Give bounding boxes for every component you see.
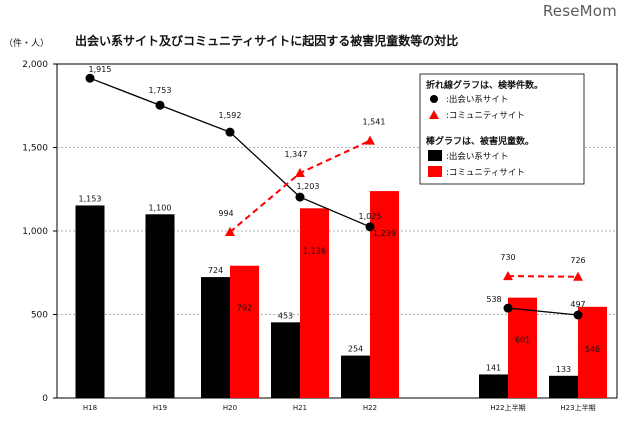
point-deai-value-label: 538 (486, 295, 501, 304)
y-tick-label: 500 (31, 311, 48, 321)
legend-triangle-icon (429, 110, 439, 119)
bar-deai-value-label: 1,100 (149, 203, 172, 212)
x-tick-label: H22 (363, 404, 377, 412)
bar-deai (479, 374, 508, 398)
line-deai-segment (507, 307, 579, 316)
line-community-segment (507, 275, 579, 278)
legend-square-icon (428, 150, 442, 161)
bar-deai (549, 375, 578, 398)
point-community-marker (573, 271, 583, 281)
point-community-value-label: 994 (218, 209, 233, 218)
point-deai-value-label: 1,753 (149, 86, 172, 95)
point-community-marker (225, 227, 235, 237)
point-deai-value-label: 1,592 (219, 111, 242, 120)
bar-community (300, 208, 329, 398)
bar-community (508, 297, 537, 398)
bar-deai-value-label: 254 (348, 345, 363, 354)
y-tick-label: 0 (42, 394, 48, 404)
bar-community (578, 306, 607, 398)
bar-deai (201, 277, 230, 398)
bar-community (230, 265, 259, 398)
x-tick-label: H22上半期 (490, 403, 525, 412)
bar-deai (75, 205, 105, 398)
bar-community-value-label: 546 (585, 345, 600, 354)
point-deai-marker (295, 192, 305, 202)
point-deai-marker (225, 127, 235, 137)
point-community-value-label: 1,347 (285, 150, 308, 159)
x-tick-label: H18 (83, 404, 97, 412)
y-axis-unit-label: （件・人） (4, 39, 50, 49)
bar-deai (145, 214, 175, 398)
point-community-value-label: 726 (570, 256, 585, 265)
point-community-marker (503, 271, 513, 281)
point-deai-value-label: 1,203 (297, 182, 320, 191)
point-deai-marker (85, 73, 95, 83)
y-tick-label: 2,000 (22, 60, 48, 70)
line-deai-segment (89, 77, 371, 228)
x-tick-label: H19 (153, 404, 167, 412)
bar-community-value-label: 601 (515, 336, 530, 345)
legend-bar-item-label: :コミュニティサイト (446, 168, 525, 178)
point-deai-marker (573, 310, 583, 320)
legend-box (419, 73, 585, 185)
bar-deai (341, 355, 370, 398)
point-deai-marker (503, 303, 513, 313)
bar-community-value-label: 1,239 (373, 229, 396, 238)
y-tick-label: 1,500 (22, 144, 48, 154)
bar-deai-value-label: 724 (208, 266, 223, 275)
point-community-marker (365, 135, 375, 145)
bar-deai-value-label: 141 (486, 363, 501, 372)
point-deai-marker (365, 222, 375, 232)
point-community-marker (295, 168, 305, 178)
legend-line-title: 折れ線グラフは、検挙件数。 (426, 79, 543, 91)
y-tick-label: 1,000 (22, 227, 48, 237)
legend-circle-icon (430, 95, 438, 103)
bar-community-value-label: 792 (237, 304, 252, 313)
point-deai-value-label: 1,915 (89, 65, 112, 74)
bar-community (370, 191, 399, 398)
point-community-value-label: 730 (500, 253, 515, 262)
resemom-logo: ReseMom (542, 2, 617, 20)
x-tick-label: H23上半期 (560, 403, 595, 412)
point-deai-value-label: 497 (570, 300, 585, 309)
legend-square-icon (428, 166, 442, 177)
legend-line-item-label: :コミュニティサイト (446, 111, 525, 121)
bar-deai-value-label: 133 (556, 365, 571, 374)
legend-bar-item-label: :出会い系サイト (446, 151, 508, 162)
point-community-value-label: 1,541 (363, 118, 386, 127)
point-deai-value-label: 1,025 (359, 212, 382, 221)
point-deai-marker (155, 100, 165, 110)
chart-title: 出会い系サイト及びコミュニティサイトに起因する被害児童数等の対比 (75, 34, 459, 48)
bar-community-value-label: 1,136 (303, 246, 326, 255)
legend-line-item-label: :出会い系サイト (446, 94, 508, 105)
bar-deai-value-label: 1,153 (79, 194, 102, 203)
bar-deai-value-label: 453 (278, 311, 293, 320)
bar-deai (271, 322, 300, 398)
x-tick-label: H20 (223, 404, 237, 412)
legend-bar-title: 棒グラフは、被害児童数。 (426, 135, 534, 147)
x-tick-label: H21 (293, 404, 307, 412)
